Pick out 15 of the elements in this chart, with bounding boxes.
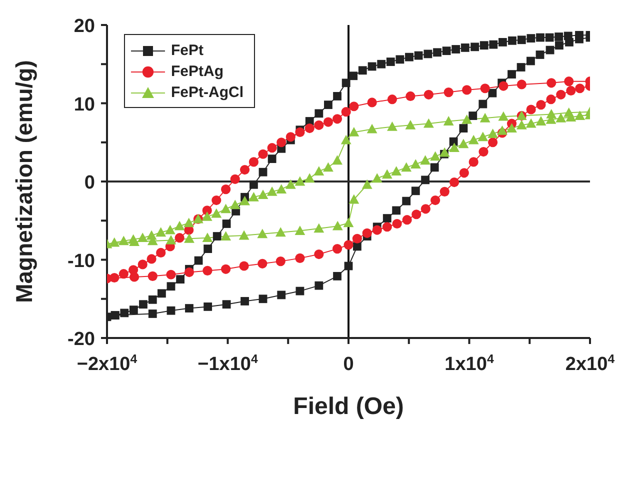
y-tick-label: -20 — [68, 329, 95, 350]
y-tick-label: 10 — [74, 94, 95, 116]
y-axis-title: Magnetization (emu/g) — [11, 60, 38, 303]
x-tick-label: −1x10$^{4}$ — [198, 352, 258, 375]
y-tick-label: 0 — [84, 172, 95, 194]
x-tick-label: 2x10$^{4}$ — [565, 352, 615, 375]
x-tick-label: 0 — [343, 354, 354, 375]
legend-label: FePtAg — [171, 63, 224, 80]
x-tick-label: −2x10$^{4}$ — [76, 352, 138, 375]
x-axis-title: Field (Oe) — [293, 393, 404, 420]
legend-label: FePt-AgCl — [171, 84, 244, 101]
legend-label: FePt — [171, 42, 204, 59]
x-tick-label: 1x10$^{4}$ — [444, 352, 494, 375]
y-tick-label: 20 — [74, 16, 95, 37]
y-tick-label: -10 — [68, 250, 95, 272]
